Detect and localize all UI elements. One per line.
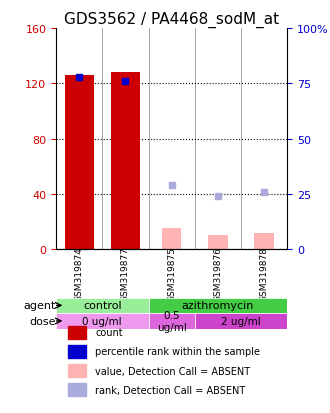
Text: dose: dose	[30, 316, 56, 326]
Text: GSM319876: GSM319876	[213, 246, 222, 301]
FancyBboxPatch shape	[148, 313, 195, 329]
Text: 0.5
ug/ml: 0.5 ug/ml	[157, 310, 186, 332]
Text: GSM319877: GSM319877	[121, 246, 130, 301]
Bar	[68, 346, 86, 358]
Bar	[68, 365, 86, 377]
Text: GSM319874: GSM319874	[75, 246, 84, 301]
Text: count: count	[95, 328, 123, 338]
Text: 0 ug/ml: 0 ug/ml	[82, 316, 122, 326]
Bar	[254, 233, 274, 249]
FancyBboxPatch shape	[56, 298, 148, 313]
Text: agent: agent	[24, 301, 56, 311]
Text: 2 ug/ml: 2 ug/ml	[221, 316, 261, 326]
Text: GSM319875: GSM319875	[167, 246, 176, 301]
Text: value, Detection Call = ABSENT: value, Detection Call = ABSENT	[95, 366, 250, 375]
Bar	[68, 327, 86, 339]
FancyBboxPatch shape	[195, 313, 287, 329]
Bar	[111, 73, 140, 249]
FancyBboxPatch shape	[56, 313, 148, 329]
Text: percentile rank within the sample: percentile rank within the sample	[95, 347, 260, 357]
Title: GDS3562 / PA4468_sodM_at: GDS3562 / PA4468_sodM_at	[64, 12, 279, 28]
Text: rank, Detection Call = ABSENT: rank, Detection Call = ABSENT	[95, 385, 246, 394]
FancyBboxPatch shape	[148, 298, 287, 313]
Text: azithromycin: azithromycin	[182, 301, 254, 311]
Bar	[65, 76, 94, 249]
Text: GSM319878: GSM319878	[259, 246, 269, 301]
Bar	[162, 229, 181, 249]
Bar	[208, 236, 227, 249]
Bar	[68, 384, 86, 396]
Text: control: control	[83, 301, 122, 311]
